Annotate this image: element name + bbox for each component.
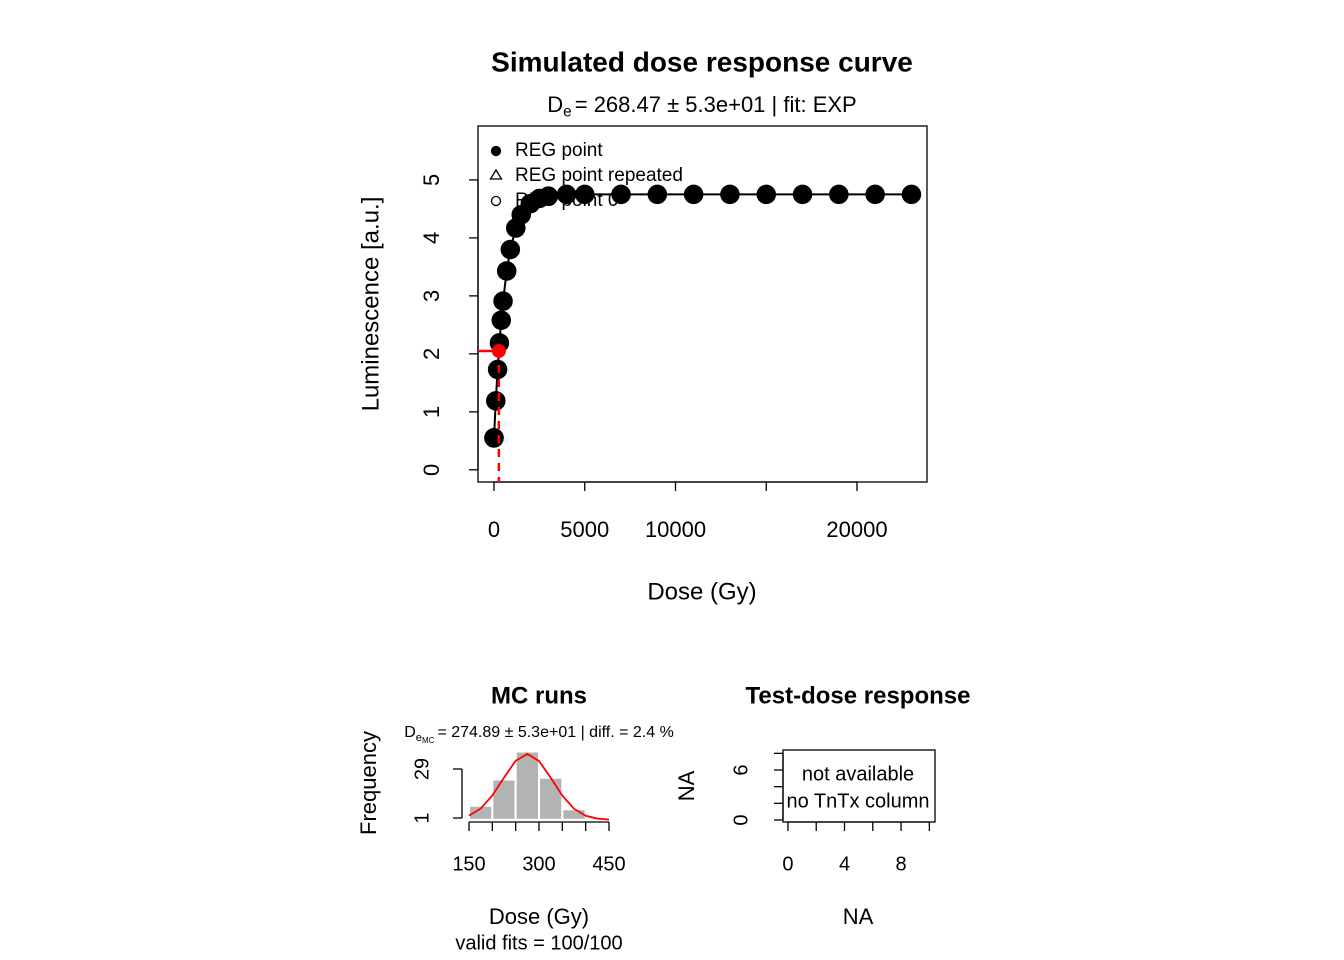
legend-marker (490, 195, 502, 207)
point (756, 184, 776, 205)
y-tick-label: 4 (419, 232, 444, 244)
density-curve (468, 752, 610, 821)
bar (538, 776, 564, 821)
legend-label: REG point repeated (515, 165, 683, 186)
x-tick-label: 450 (592, 853, 625, 875)
y-tick-label: 3 (419, 290, 444, 302)
point (901, 184, 922, 205)
x-tick-label: 0 (782, 853, 793, 875)
y-tick-label: 1 (411, 812, 433, 823)
y-axis-title: Luminescence [a.u.] (357, 197, 384, 412)
x-axis-title: Dose (Gy) (647, 578, 756, 605)
y-tick-label: 1 (419, 406, 444, 418)
x-axis-note: valid fits = 100/100 (455, 932, 622, 954)
panel-title: MC runs (491, 682, 587, 709)
point (574, 184, 595, 205)
y-tick-label: 0 (730, 814, 752, 825)
legend-label: REG point (515, 140, 603, 161)
panel-subtitle: DeMC = 274.89 ± 5.3e+01 | diff. = 2.4 % (404, 724, 674, 745)
panel-title: Simulated dose response curve (491, 46, 913, 77)
point (493, 291, 513, 311)
point (491, 310, 512, 330)
point (500, 239, 521, 260)
y-axis-title: NA (674, 770, 699, 801)
point (496, 261, 517, 281)
x-tick-label: 4 (839, 853, 850, 875)
bar (491, 778, 517, 821)
subtitle-symbol: D (404, 724, 416, 741)
x-tick-label: 5000 (560, 517, 609, 542)
message: no TnTx column (786, 790, 929, 812)
y-axis-title: Frequency (356, 731, 381, 835)
y-tick-label: 29 (411, 758, 433, 780)
x-axis-title: NA (843, 904, 874, 929)
point (792, 184, 813, 205)
legend-marker (490, 145, 502, 157)
de-point (491, 343, 506, 358)
point (611, 184, 631, 205)
x-tick-label: 300 (522, 853, 555, 875)
point (484, 428, 504, 448)
subtitle-text: = 268.47 ± 5.3e+01 | fit: EXP (575, 92, 857, 117)
point (865, 184, 885, 205)
panel-title: Test-dose response (746, 682, 971, 709)
x-tick-label: 20000 (826, 517, 887, 542)
point (486, 391, 506, 411)
legend-marker (489, 168, 503, 180)
point (647, 184, 668, 205)
point (829, 184, 849, 205)
subtitle-text: = 274.89 ± 5.3e+01 | diff. = 2.4 % (437, 724, 673, 741)
point (720, 184, 740, 205)
x-axis-title: Dose (Gy) (489, 904, 589, 929)
x-tick-label: 0 (488, 517, 500, 542)
y-tick-label: 2 (419, 348, 444, 360)
y-tick-label: 5 (419, 174, 444, 186)
message: not available (802, 763, 914, 785)
x-tick-label: 8 (896, 853, 907, 875)
x-tick-label: 10000 (645, 517, 706, 542)
subtitle-subsubscript: MC (422, 736, 435, 745)
x-tick-label: 150 (452, 853, 485, 875)
panel-subtitle: De = 268.47 ± 5.3e+01 | fit: EXP (547, 92, 856, 121)
bar (514, 750, 541, 821)
subtitle-symbol: D (547, 92, 563, 117)
subtitle-subscript: e (563, 104, 572, 121)
subtitle-subscript: e (416, 732, 422, 744)
y-tick-label: 6 (730, 764, 752, 775)
y-tick-label: 0 (419, 464, 444, 476)
legend-label: REG point 0 (515, 190, 619, 211)
point (683, 184, 704, 205)
